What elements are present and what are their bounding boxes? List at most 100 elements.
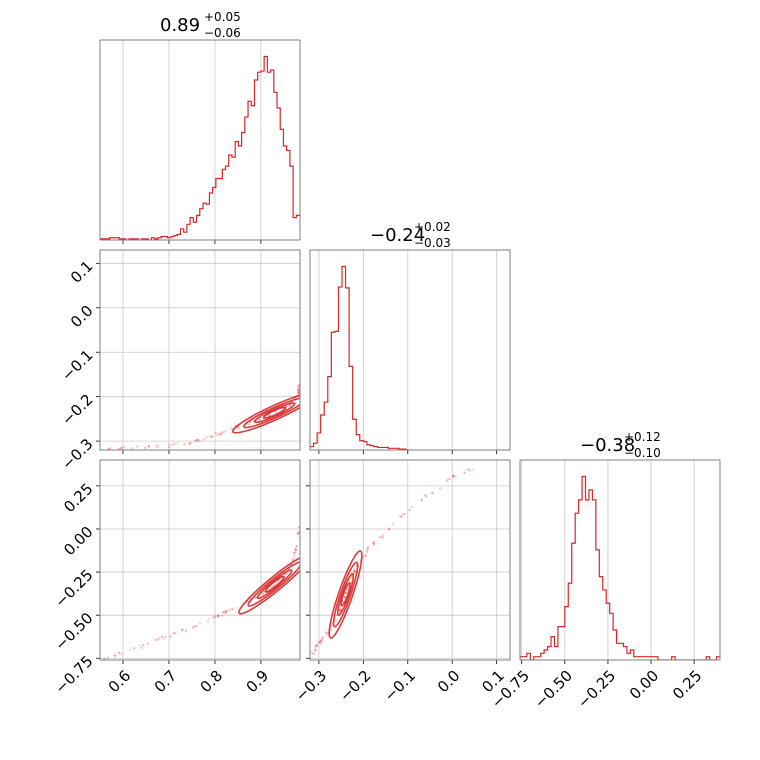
sample-point xyxy=(275,582,278,585)
panel-2-1 xyxy=(306,459,511,664)
sample-point xyxy=(217,433,221,436)
sample-point xyxy=(452,474,456,478)
sample-point xyxy=(401,515,404,518)
sample-point xyxy=(403,512,406,515)
ytick-label-p1-3: 0.0 xyxy=(67,302,97,332)
sample-point xyxy=(181,628,184,632)
sample-point xyxy=(176,442,179,445)
panel-0-0 xyxy=(99,39,301,244)
sample-point xyxy=(439,487,442,490)
contour-level-2 xyxy=(336,572,355,617)
panel-frame xyxy=(99,249,301,451)
title-minus: −0.06 xyxy=(204,26,241,40)
sample-point xyxy=(293,551,296,555)
sample-point xyxy=(445,480,448,483)
xtick-label-p1-0: −0.3 xyxy=(292,667,330,705)
sample-point xyxy=(216,613,220,617)
sample-point xyxy=(314,649,317,652)
sample-point xyxy=(193,625,196,628)
sample-point xyxy=(258,418,261,421)
sample-point xyxy=(387,527,391,530)
sample-point xyxy=(119,446,122,450)
sample-point xyxy=(401,513,405,516)
title-value: −0.38 xyxy=(580,435,635,456)
sample-point xyxy=(162,637,166,640)
sample-point xyxy=(344,591,348,595)
sample-point xyxy=(215,434,219,437)
sample-point xyxy=(296,532,300,536)
sample-point xyxy=(196,439,200,442)
sample-point xyxy=(208,435,212,438)
title-p1: −0.24+0.02 −0.03 xyxy=(370,220,451,250)
sample-point xyxy=(343,595,347,598)
sample-point xyxy=(339,605,342,609)
sample-point xyxy=(288,404,292,408)
sample-point xyxy=(381,534,385,537)
sample-point xyxy=(192,626,195,629)
sample-point xyxy=(365,550,369,553)
sample-point xyxy=(316,641,320,644)
sample-point xyxy=(297,389,300,392)
sample-point xyxy=(297,391,300,394)
sample-point xyxy=(228,608,232,612)
sample-point xyxy=(224,611,227,615)
sample-point xyxy=(198,440,202,443)
sample-point xyxy=(451,474,455,477)
contour-level-2 xyxy=(256,569,293,600)
sample-point xyxy=(296,532,299,536)
sample-point xyxy=(408,508,411,512)
sample-point xyxy=(144,446,147,450)
xtick-label-p0-3: 0.9 xyxy=(243,667,273,697)
sample-point xyxy=(211,435,214,438)
sample-point xyxy=(398,515,401,518)
sample-point xyxy=(371,543,375,546)
sample-point xyxy=(297,531,300,534)
xtick-label-p1-1: −0.2 xyxy=(336,667,374,705)
sample-point xyxy=(154,638,157,642)
sample-point xyxy=(466,468,470,471)
sample-point xyxy=(225,609,228,613)
sample-point xyxy=(120,446,124,450)
xtick-label-p0-0: 0.6 xyxy=(105,667,135,697)
sample-point xyxy=(169,635,172,638)
sample-point xyxy=(294,548,298,551)
sample-point xyxy=(313,647,317,650)
sample-point xyxy=(320,638,323,642)
sample-point xyxy=(106,656,110,659)
sample-point xyxy=(274,410,278,414)
sample-point xyxy=(120,653,123,656)
sample-point xyxy=(252,419,255,422)
sample-point xyxy=(310,651,314,654)
sample-point xyxy=(172,632,175,635)
panel-frame xyxy=(99,39,301,241)
histogram-p1 xyxy=(310,265,410,450)
sample-point xyxy=(353,569,356,573)
sample-point xyxy=(372,541,376,545)
sample-point xyxy=(463,471,466,475)
sample-point xyxy=(168,443,172,446)
sample-point xyxy=(297,391,300,394)
sample-point xyxy=(364,554,367,557)
sample-point xyxy=(330,623,334,627)
contour-level-2 xyxy=(253,402,296,424)
sample-point xyxy=(221,610,225,614)
sample-point xyxy=(388,528,391,531)
contour-level-3 xyxy=(340,582,351,607)
sample-point xyxy=(430,492,434,495)
sample-point xyxy=(167,445,171,449)
sample-point xyxy=(372,543,376,546)
sample-point xyxy=(314,648,317,652)
title-minus: −0.03 xyxy=(414,236,451,250)
sample-point xyxy=(261,592,265,596)
sample-point xyxy=(294,551,297,555)
sample-point xyxy=(113,654,116,657)
sample-point xyxy=(431,491,434,494)
panel-1-1 xyxy=(309,249,511,454)
sample-point xyxy=(367,545,370,548)
sample-point xyxy=(471,468,475,471)
xtick-label-p2-2: −0.25 xyxy=(574,667,619,712)
sample-point xyxy=(147,445,150,448)
sample-point xyxy=(319,641,322,644)
sample-point xyxy=(174,631,178,634)
sample-point xyxy=(285,405,288,408)
